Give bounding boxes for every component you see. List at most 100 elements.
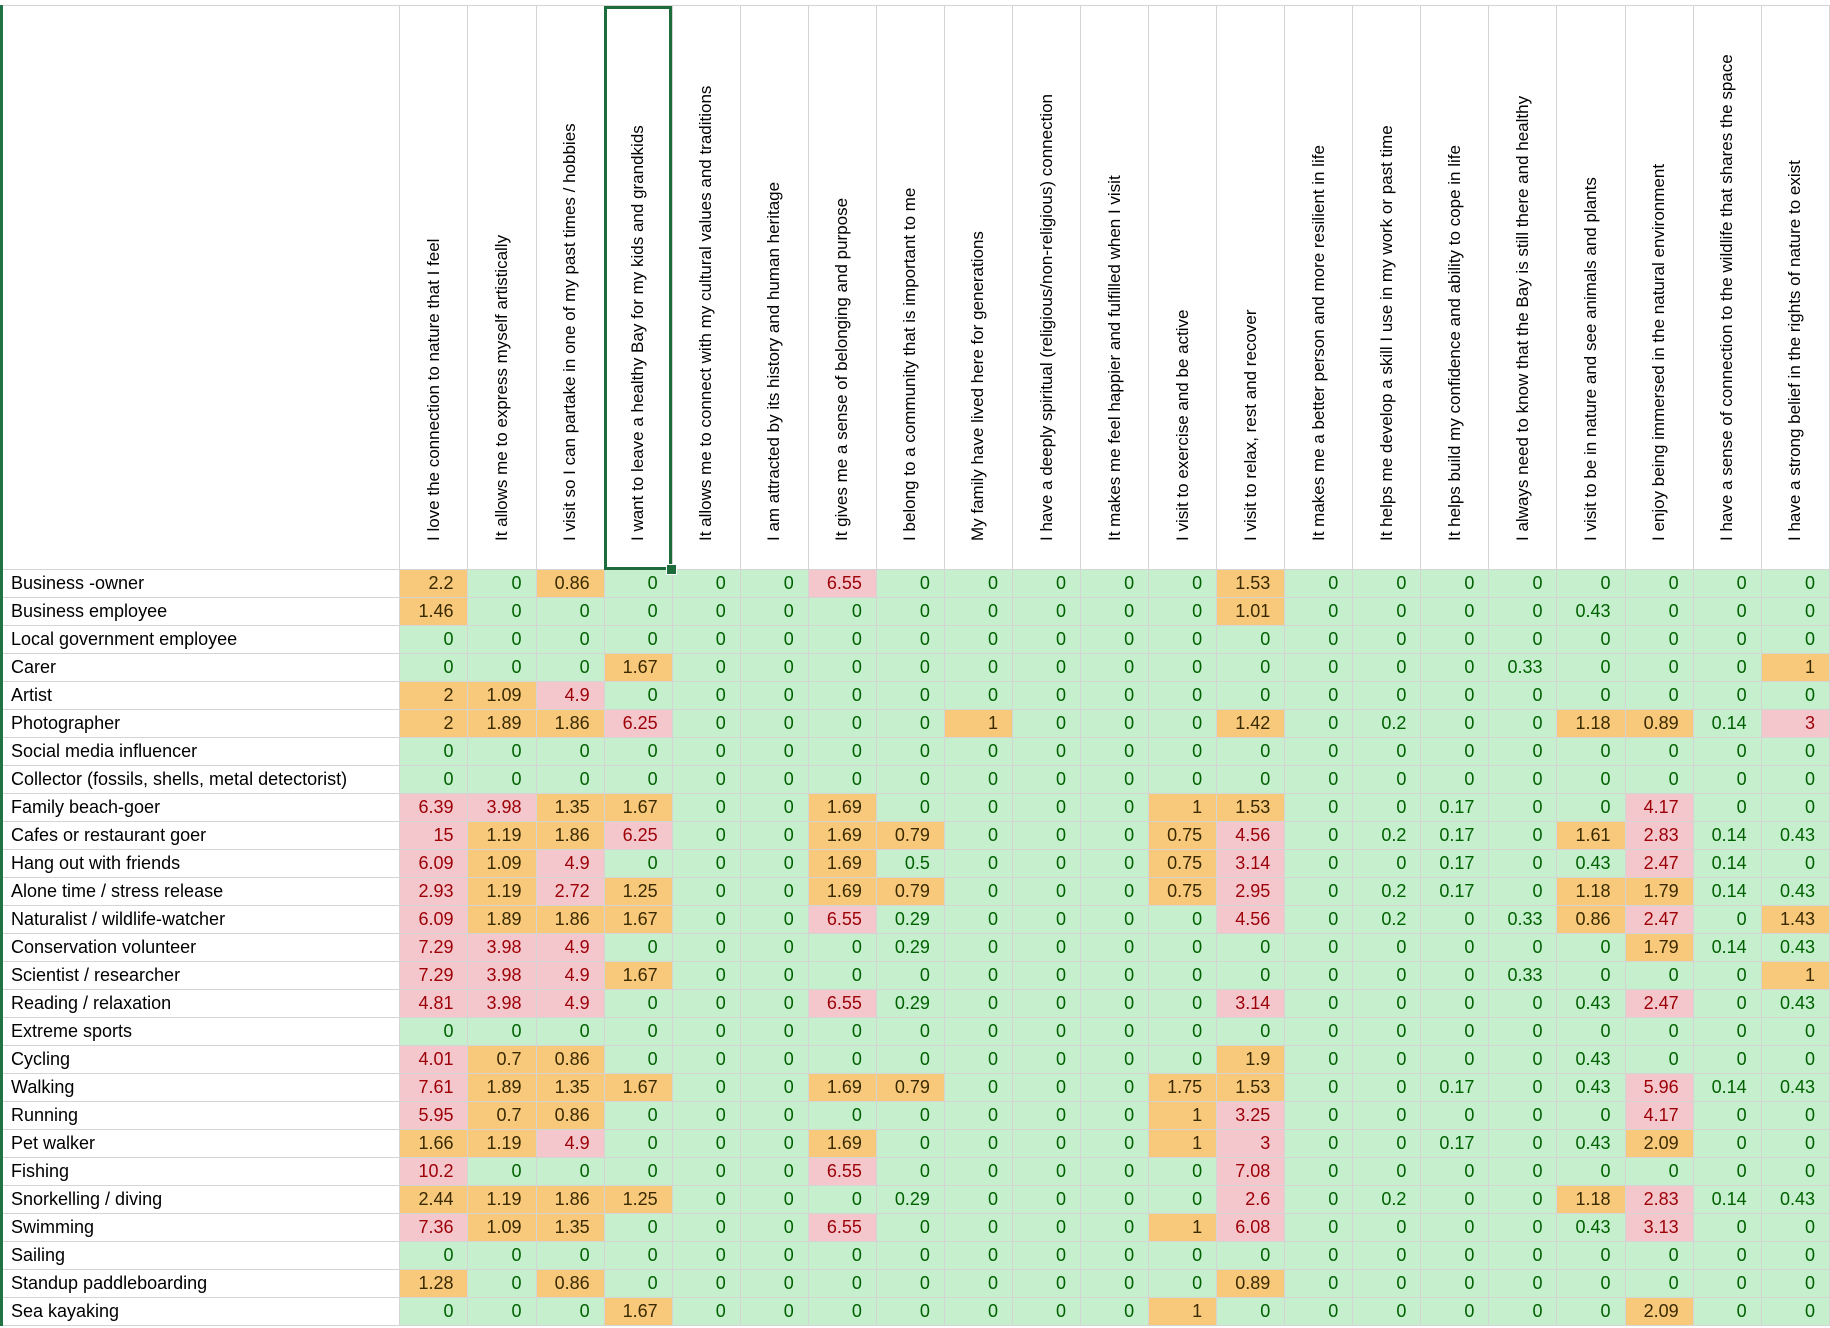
value-cell[interactable]: 1.19: [467, 877, 537, 906]
value-cell[interactable]: 0: [671, 597, 741, 626]
value-cell[interactable]: 0: [603, 1101, 673, 1130]
value-cell[interactable]: 0: [1011, 821, 1082, 850]
value-cell[interactable]: 0: [1760, 1297, 1830, 1326]
value-cell[interactable]: 0: [1216, 681, 1286, 710]
value-cell[interactable]: 0: [1080, 569, 1150, 598]
value-cell[interactable]: 1.46: [399, 597, 469, 626]
value-cell[interactable]: 0: [1284, 1185, 1354, 1214]
value-cell[interactable]: 3.98: [467, 793, 537, 822]
value-cell[interactable]: 0: [1080, 1073, 1150, 1102]
value-cell[interactable]: 0: [1080, 1017, 1150, 1046]
value-cell[interactable]: 0: [739, 849, 809, 878]
value-cell[interactable]: 0: [943, 1157, 1013, 1186]
value-cell[interactable]: 1: [1760, 961, 1830, 990]
value-cell[interactable]: 0: [943, 849, 1013, 878]
value-cell[interactable]: 0: [807, 597, 877, 626]
value-cell[interactable]: 0: [1080, 1129, 1150, 1158]
value-cell[interactable]: 1: [1148, 1213, 1218, 1242]
value-cell[interactable]: 0: [943, 1213, 1013, 1242]
value-cell[interactable]: 0: [1011, 681, 1082, 710]
value-cell[interactable]: 0: [1760, 1045, 1830, 1074]
value-cell[interactable]: 7.29: [399, 961, 469, 990]
value-cell[interactable]: 0: [399, 737, 469, 766]
value-cell[interactable]: 0: [739, 989, 809, 1018]
value-cell[interactable]: 0.17: [1420, 877, 1490, 906]
value-cell[interactable]: 0: [1760, 1017, 1830, 1046]
value-cell[interactable]: 0.43: [1556, 989, 1626, 1018]
value-cell[interactable]: 0: [1692, 1157, 1762, 1186]
value-cell[interactable]: 0: [875, 1241, 945, 1270]
column-header-cell[interactable]: It helps me develop a skill I use in my …: [1352, 5, 1422, 570]
value-cell[interactable]: 3: [1760, 709, 1830, 738]
value-cell[interactable]: 0: [943, 765, 1013, 794]
value-cell[interactable]: 0: [1692, 793, 1762, 822]
value-cell[interactable]: 0: [739, 709, 809, 738]
value-cell[interactable]: 0: [943, 1241, 1013, 1270]
value-cell[interactable]: 0: [1488, 821, 1558, 850]
value-cell[interactable]: 4.56: [1216, 821, 1286, 850]
value-cell[interactable]: 0: [739, 821, 809, 850]
value-cell[interactable]: 0: [1352, 1073, 1422, 1102]
value-cell[interactable]: 3.98: [467, 989, 537, 1018]
value-cell[interactable]: 0: [1216, 961, 1286, 990]
column-header-cell[interactable]: I visit to relax, rest and recover: [1216, 5, 1286, 570]
column-header-cell[interactable]: I enjoy being immersed in the natural en…: [1624, 5, 1694, 570]
value-cell[interactable]: 0: [1148, 905, 1218, 934]
value-cell[interactable]: 2.44: [399, 1185, 469, 1214]
value-cell[interactable]: 3.13: [1624, 1213, 1694, 1242]
value-cell[interactable]: 0: [1011, 1129, 1082, 1158]
value-cell[interactable]: 0: [943, 933, 1013, 962]
value-cell[interactable]: 0: [1352, 849, 1422, 878]
value-cell[interactable]: 0: [1488, 877, 1558, 906]
value-cell[interactable]: 0: [1352, 1213, 1422, 1242]
column-header-cell[interactable]: I visit to be in nature and see animals …: [1556, 5, 1626, 570]
value-cell[interactable]: 0: [1284, 1269, 1354, 1298]
value-cell[interactable]: 0: [1352, 1129, 1422, 1158]
value-cell[interactable]: 0: [1488, 1269, 1558, 1298]
value-cell[interactable]: 0: [1420, 961, 1490, 990]
value-cell[interactable]: 6.09: [399, 849, 469, 878]
row-label-cell[interactable]: Business employee: [0, 597, 401, 626]
value-cell[interactable]: 6.25: [603, 709, 673, 738]
value-cell[interactable]: 0: [739, 793, 809, 822]
value-cell[interactable]: 0: [1011, 1269, 1082, 1298]
value-cell[interactable]: 1: [1760, 653, 1830, 682]
value-cell[interactable]: 0: [467, 1269, 537, 1298]
value-cell[interactable]: 0.14: [1692, 709, 1762, 738]
value-cell[interactable]: 0: [1011, 1073, 1082, 1102]
value-cell[interactable]: 0: [1284, 1297, 1354, 1326]
value-cell[interactable]: 1.89: [467, 709, 537, 738]
value-cell[interactable]: 0: [1284, 1045, 1354, 1074]
value-cell[interactable]: 1.28: [399, 1269, 469, 1298]
value-cell[interactable]: 0: [1556, 1269, 1626, 1298]
value-cell[interactable]: 0: [1556, 625, 1626, 654]
value-cell[interactable]: 0: [1352, 681, 1422, 710]
value-cell[interactable]: 0.14: [1692, 933, 1762, 962]
value-cell[interactable]: 0: [671, 1017, 741, 1046]
value-cell[interactable]: 0: [671, 737, 741, 766]
column-header-cell[interactable]: I love the connection to nature that I f…: [399, 5, 469, 570]
value-cell[interactable]: 0: [1080, 849, 1150, 878]
row-label-cell[interactable]: Local government employee: [0, 625, 401, 654]
value-cell[interactable]: 0: [739, 1045, 809, 1074]
value-cell[interactable]: 0: [875, 737, 945, 766]
value-cell[interactable]: 0: [1760, 765, 1830, 794]
value-cell[interactable]: 0: [1284, 1101, 1354, 1130]
value-cell[interactable]: 0: [1080, 737, 1150, 766]
value-cell[interactable]: 0: [1624, 597, 1694, 626]
value-cell[interactable]: 0: [875, 1017, 945, 1046]
value-cell[interactable]: 0: [1488, 1073, 1558, 1102]
value-cell[interactable]: 0: [739, 933, 809, 962]
value-cell[interactable]: 0: [875, 569, 945, 598]
value-cell[interactable]: 1.69: [807, 849, 877, 878]
value-cell[interactable]: 3.98: [467, 961, 537, 990]
value-cell[interactable]: 0: [1692, 1017, 1762, 1046]
value-cell[interactable]: 0: [1080, 597, 1150, 626]
column-header-cell[interactable]: I always need to know that the Bay is st…: [1488, 5, 1558, 570]
value-cell[interactable]: 0: [1692, 737, 1762, 766]
value-cell[interactable]: 0: [1556, 737, 1626, 766]
value-cell[interactable]: 0: [807, 961, 877, 990]
value-cell[interactable]: 0: [739, 905, 809, 934]
value-cell[interactable]: 0: [671, 1213, 741, 1242]
value-cell[interactable]: 4.9: [535, 961, 605, 990]
